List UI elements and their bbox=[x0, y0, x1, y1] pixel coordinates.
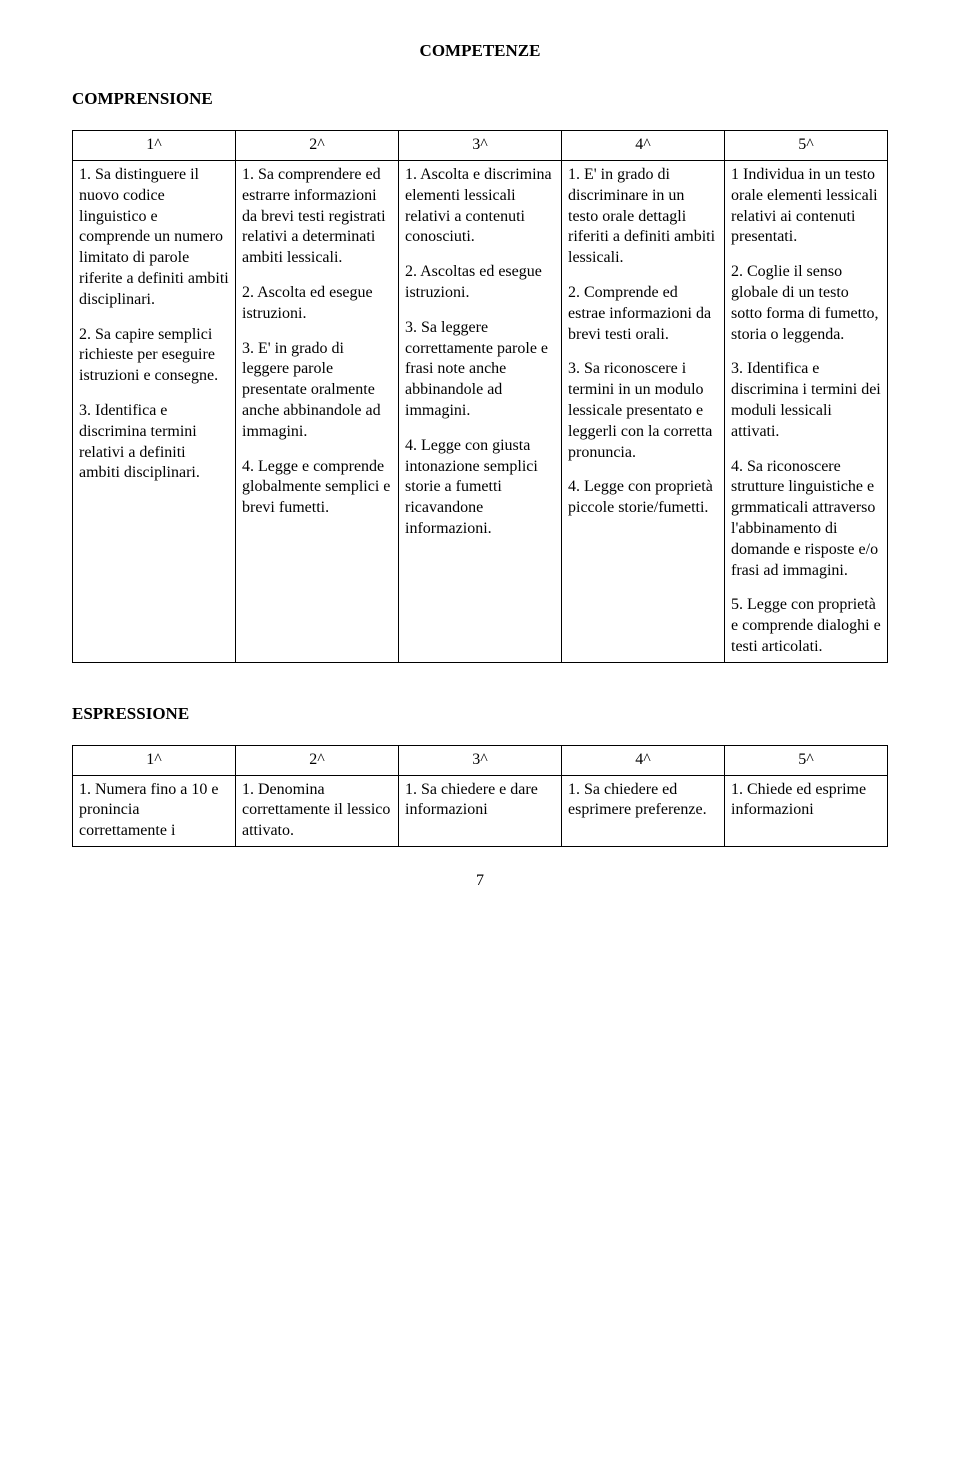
table-header-row: 1^ 2^ 3^ 4^ 5^ bbox=[73, 131, 888, 161]
cell-c2: 1. Denomina correttamente il lessico att… bbox=[236, 775, 399, 846]
table-body-row: 1. Sa distinguere il nuovo codice lingui… bbox=[73, 160, 888, 662]
text-item: 3. Identifica e discrimina termini relat… bbox=[79, 401, 229, 484]
text-item: 1 Individua in un testo orale elementi l… bbox=[731, 165, 881, 248]
col-header-4: 4^ bbox=[562, 745, 725, 775]
col-header-3: 3^ bbox=[399, 131, 562, 161]
table-body-row: 1. Numera fino a 10 e pronincia corretta… bbox=[73, 775, 888, 846]
text-item: 1. Denomina correttamente il lessico att… bbox=[242, 780, 392, 842]
col-header-2: 2^ bbox=[236, 745, 399, 775]
col-header-5: 5^ bbox=[725, 745, 888, 775]
cell-c4: 1. E' in grado di discriminare in un tes… bbox=[562, 160, 725, 662]
text-item: 1. E' in grado di discriminare in un tes… bbox=[568, 165, 718, 269]
cell-c3: 1. Sa chiedere e dare informazioni bbox=[399, 775, 562, 846]
col-header-2: 2^ bbox=[236, 131, 399, 161]
text-item: 1. Chiede ed esprime informazioni bbox=[731, 780, 881, 822]
col-header-3: 3^ bbox=[399, 745, 562, 775]
text-item: 3. Identifica e discrimina i termini dei… bbox=[731, 359, 881, 442]
text-item: 3. Sa leggere correttamente parole e fra… bbox=[405, 318, 555, 422]
col-header-1: 1^ bbox=[73, 745, 236, 775]
table-espressione: 1^ 2^ 3^ 4^ 5^ 1. Numera fino a 10 e pro… bbox=[72, 745, 888, 847]
col-header-1: 1^ bbox=[73, 131, 236, 161]
col-header-5: 5^ bbox=[725, 131, 888, 161]
text-item: 4. Sa riconoscere strutture linguistiche… bbox=[731, 457, 881, 582]
section-espressione: ESPRESSIONE bbox=[72, 703, 888, 725]
text-item: 2. Sa capire semplici richieste per eseg… bbox=[79, 325, 229, 387]
table-comprensione: 1^ 2^ 3^ 4^ 5^ 1. Sa distinguere il nuov… bbox=[72, 130, 888, 663]
text-item: 4. Legge e comprende globalmente semplic… bbox=[242, 457, 392, 519]
page-number: 7 bbox=[72, 871, 888, 892]
text-item: 2. Coglie il senso globale di un testo s… bbox=[731, 262, 881, 345]
table-header-row: 1^ 2^ 3^ 4^ 5^ bbox=[73, 745, 888, 775]
text-item: 1. Sa comprendere ed estrarre informazio… bbox=[242, 165, 392, 269]
cell-c3: 1. Ascolta e discrimina elementi lessica… bbox=[399, 160, 562, 662]
text-item: 1. Sa chiedere e dare informazioni bbox=[405, 780, 555, 822]
text-item: 2. Ascoltas ed esegue istruzioni. bbox=[405, 262, 555, 304]
text-item: 2. Ascolta ed esegue istruzioni. bbox=[242, 283, 392, 325]
text-item: 4. Legge con proprietà piccole storie/fu… bbox=[568, 477, 718, 519]
cell-c4: 1. Sa chiedere ed esprimere preferenze. bbox=[562, 775, 725, 846]
text-item: 4. Legge con giusta intonazione semplici… bbox=[405, 436, 555, 540]
col-header-4: 4^ bbox=[562, 131, 725, 161]
text-item: 3. Sa riconoscere i termini in un modulo… bbox=[568, 359, 718, 463]
text-item: 1. Ascolta e discrimina elementi lessica… bbox=[405, 165, 555, 248]
cell-c5: 1 Individua in un testo orale elementi l… bbox=[725, 160, 888, 662]
text-item: 1. Sa chiedere ed esprimere preferenze. bbox=[568, 780, 718, 822]
text-item: 3. E' in grado di leggere parole present… bbox=[242, 339, 392, 443]
page-title: COMPETENZE bbox=[72, 40, 888, 62]
cell-c2: 1. Sa comprendere ed estrarre informazio… bbox=[236, 160, 399, 662]
cell-c1: 1. Sa distinguere il nuovo codice lingui… bbox=[73, 160, 236, 662]
text-item: 1. Numera fino a 10 e pronincia corretta… bbox=[79, 780, 229, 842]
cell-c1: 1. Numera fino a 10 e pronincia corretta… bbox=[73, 775, 236, 846]
cell-c5: 1. Chiede ed esprime informazioni bbox=[725, 775, 888, 846]
text-item: 2. Comprende ed estrae informazioni da b… bbox=[568, 283, 718, 345]
section-comprensione: COMPRENSIONE bbox=[72, 88, 888, 110]
text-item: 1. Sa distinguere il nuovo codice lingui… bbox=[79, 165, 229, 311]
text-item: 5. Legge con proprietà e comprende dialo… bbox=[731, 595, 881, 657]
